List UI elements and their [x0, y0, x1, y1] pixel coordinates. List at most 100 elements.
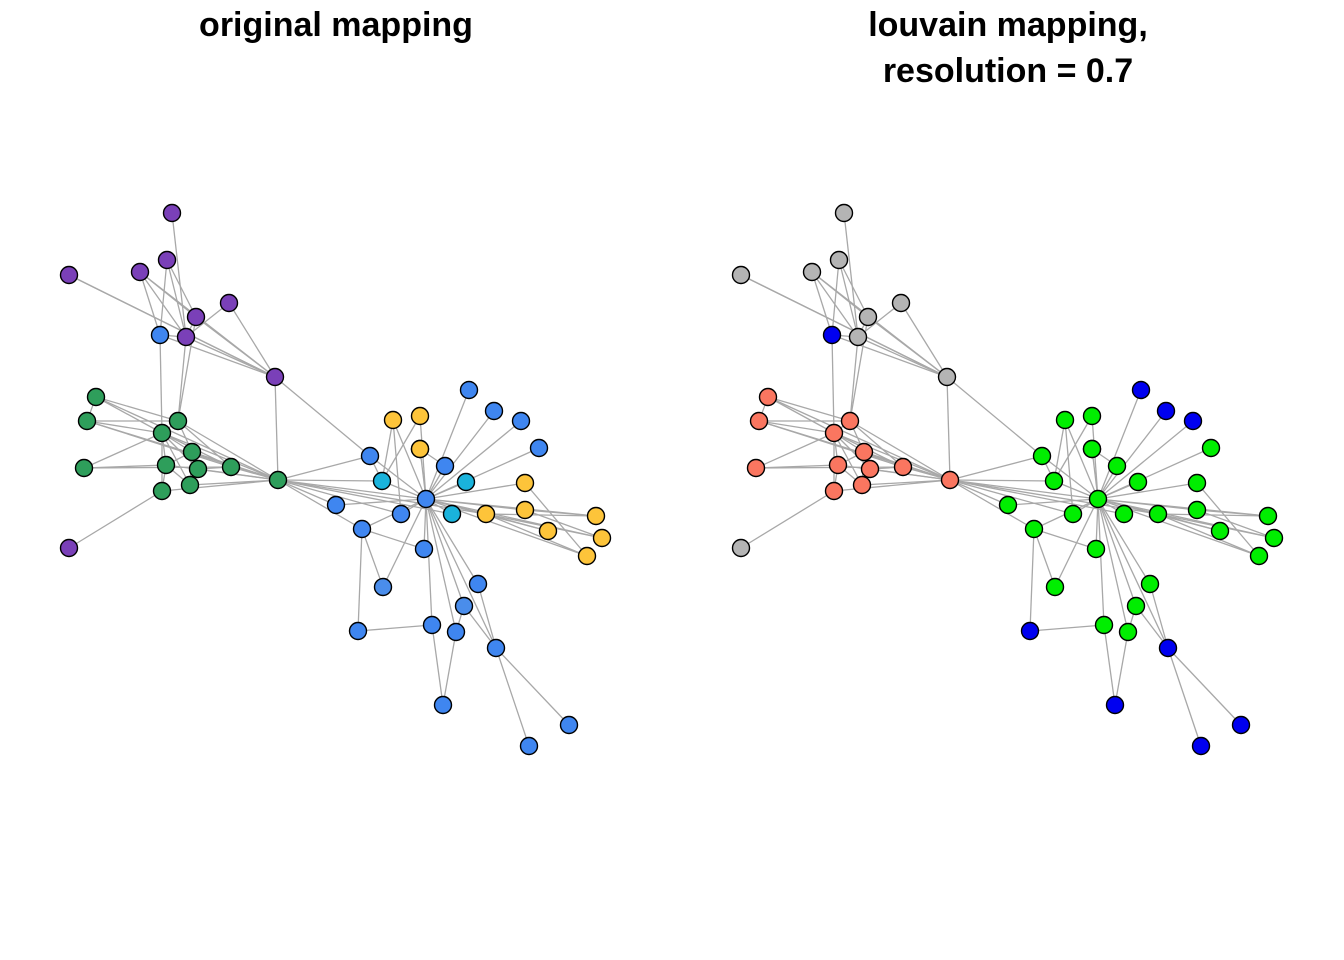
graph-edge	[1196, 509, 1275, 539]
graph-node	[456, 472, 476, 492]
graph-node	[822, 325, 842, 345]
network-graph-original	[59, 203, 612, 756]
graph-edge	[381, 419, 394, 482]
graph-node	[1086, 539, 1106, 559]
graph-edge	[228, 302, 276, 378]
graph-edge	[811, 271, 869, 318]
graph-edge	[740, 274, 948, 378]
graph-edge	[177, 336, 187, 422]
graph-edge	[361, 528, 384, 588]
panel-title: louvain mapping, resolution = 0.7	[672, 2, 1344, 94]
graph-node	[152, 423, 172, 443]
graph-edge	[1097, 498, 1169, 649]
graph-node	[731, 265, 751, 285]
graph-node	[893, 457, 913, 477]
graph-node	[391, 504, 411, 524]
graph-edge	[946, 376, 951, 481]
graph-edge	[1167, 647, 1242, 726]
graph-node	[1183, 411, 1203, 431]
graph-edge	[274, 376, 371, 457]
graph-edge	[392, 419, 402, 515]
graph-edge	[171, 212, 187, 338]
graph-edge	[485, 513, 597, 517]
graph-edge	[767, 396, 835, 434]
graph-edge	[1114, 631, 1129, 706]
graph-edge	[1097, 410, 1167, 500]
graph-node	[152, 481, 172, 501]
graph-node	[1045, 577, 1065, 597]
graph-node	[1158, 638, 1178, 658]
graph-node	[414, 539, 434, 559]
graph-node	[858, 307, 878, 327]
graph-edge	[949, 479, 1099, 500]
graph-node	[268, 470, 288, 490]
graph-node	[476, 504, 496, 524]
graph-node	[1024, 519, 1044, 539]
graph-edge	[425, 498, 479, 585]
graph-node	[824, 423, 844, 443]
graph-edge	[139, 271, 161, 336]
graph-edge	[1167, 647, 1202, 747]
graph-node	[937, 367, 957, 387]
graph-node	[372, 471, 392, 491]
graph-node	[592, 528, 612, 548]
graph-edge	[831, 334, 948, 378]
graph-edge	[767, 396, 851, 422]
title-line-1: original mapping	[199, 6, 473, 44]
graph-edge	[1097, 420, 1194, 500]
graph-edge	[833, 432, 951, 481]
graph-edge	[1064, 419, 1099, 500]
graph-edge	[758, 420, 904, 468]
graph-node	[326, 495, 346, 515]
graph-edge	[949, 479, 1055, 482]
graph-edge	[1097, 498, 1129, 633]
graph-node	[1020, 621, 1040, 641]
graph-node	[59, 265, 79, 285]
graph-node	[746, 458, 766, 478]
graph-edge	[68, 274, 276, 378]
graph-edge	[1097, 389, 1142, 500]
graph-edge	[425, 498, 433, 626]
graph-edge	[357, 624, 433, 632]
graph-node	[1118, 622, 1138, 642]
node-layer	[731, 203, 1284, 756]
graph-node	[433, 695, 453, 715]
graph-edge	[161, 432, 279, 481]
graph-node	[1231, 715, 1251, 735]
graph-edge	[849, 336, 859, 422]
graph-edge	[485, 513, 588, 557]
graph-node	[168, 411, 188, 431]
node-layer	[59, 203, 612, 756]
graph-edge	[177, 420, 279, 481]
graph-node	[1210, 521, 1230, 541]
graph-edge	[946, 376, 1043, 457]
graph-node	[360, 446, 380, 466]
graph-edge	[1033, 528, 1056, 588]
graph-edge	[1097, 498, 1105, 626]
graph-edge	[1097, 482, 1198, 500]
graph-node	[891, 293, 911, 313]
graph-node	[1044, 471, 1064, 491]
graph-node	[1249, 546, 1269, 566]
graph-edge	[1103, 624, 1116, 706]
graph-edge	[357, 528, 363, 632]
graph-node	[459, 380, 479, 400]
graph-node	[186, 307, 206, 327]
graph-edge	[425, 482, 526, 500]
graph-node	[577, 546, 597, 566]
graph-edge	[833, 432, 863, 486]
graph-edge	[838, 259, 869, 318]
graph-node	[130, 262, 150, 282]
graph-node	[1148, 504, 1168, 524]
graph-node	[802, 262, 822, 282]
graph-edge	[425, 410, 495, 500]
graph-edge	[277, 455, 371, 481]
graph-edge	[949, 455, 1043, 481]
graph-edge	[159, 334, 276, 378]
graph-node	[1140, 574, 1160, 594]
network-graph-louvain	[731, 203, 1284, 756]
graph-edge	[442, 631, 457, 706]
graph-node	[860, 459, 880, 479]
graph-edge	[277, 479, 337, 506]
graph-edge	[361, 528, 425, 550]
